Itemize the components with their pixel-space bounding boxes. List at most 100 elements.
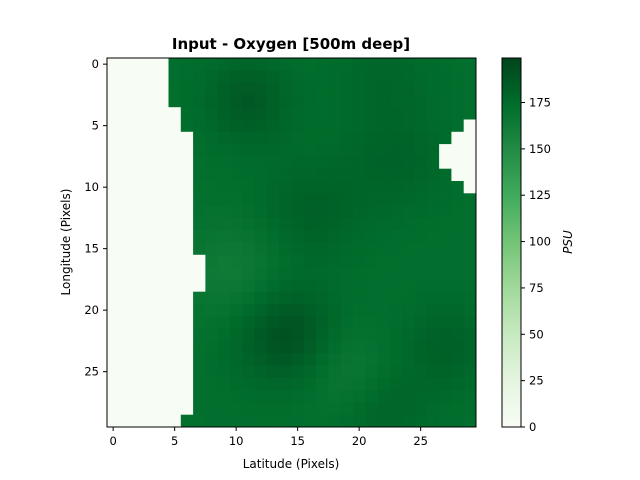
heatmap-cell <box>119 328 132 342</box>
heatmap-cell <box>328 254 342 268</box>
heatmap-cell <box>205 131 219 145</box>
heatmap-cell <box>205 58 219 71</box>
heatmap-cell <box>303 242 317 256</box>
heatmap-cell <box>451 119 465 133</box>
heatmap-cell <box>119 402 132 416</box>
heatmap-cell <box>353 279 366 293</box>
heatmap-cell <box>340 156 354 170</box>
heatmap-cell <box>156 144 169 157</box>
heatmap-cell <box>254 353 268 366</box>
heatmap-cell <box>426 217 440 231</box>
heatmap-cell <box>389 328 403 342</box>
heatmap-cell <box>328 377 342 391</box>
colorbar-tick-label: 75 <box>529 281 544 295</box>
heatmap-cell <box>365 156 378 170</box>
heatmap-cell <box>303 402 317 416</box>
heatmap-cell <box>414 402 428 416</box>
heatmap-cell <box>426 390 440 403</box>
heatmap-cell <box>119 94 132 108</box>
heatmap-cell <box>119 156 132 170</box>
heatmap-cell <box>402 402 415 416</box>
heatmap-cell <box>365 402 378 416</box>
heatmap-cell <box>279 414 292 428</box>
heatmap-cell <box>230 217 243 231</box>
heatmap-cell <box>217 377 231 391</box>
heatmap-cell <box>193 304 206 317</box>
heatmap-cell <box>193 353 206 366</box>
heatmap-cell <box>279 267 292 280</box>
heatmap-cell <box>205 365 219 379</box>
heatmap-cell <box>168 254 182 268</box>
heatmap-cell <box>266 230 280 243</box>
heatmap-cell <box>365 144 378 157</box>
colorbar-tick-label: 125 <box>529 188 551 202</box>
heatmap-cell <box>230 328 243 342</box>
heatmap-cell <box>377 316 391 329</box>
heatmap-cell <box>353 156 366 170</box>
heatmap-cell <box>205 119 219 133</box>
heatmap-cell <box>193 156 206 170</box>
heatmap-cell <box>291 58 305 71</box>
heatmap-cell <box>402 70 415 83</box>
heatmap-cell <box>266 402 280 416</box>
heatmap-cell <box>168 291 182 305</box>
heatmap-cell <box>365 414 378 428</box>
heatmap-cell <box>205 390 219 403</box>
heatmap-cell <box>143 144 157 157</box>
heatmap-cell <box>254 107 268 120</box>
heatmap-cell <box>353 390 366 403</box>
heatmap-cell <box>266 181 280 194</box>
heatmap-cell <box>439 70 452 83</box>
heatmap-cell <box>365 82 378 96</box>
heatmap-cell <box>291 279 305 293</box>
x-tick-label: 0 <box>109 434 116 448</box>
heatmap-cell <box>414 291 428 305</box>
heatmap-cell <box>291 267 305 280</box>
heatmap-cell <box>303 230 317 243</box>
heatmap-cell <box>254 217 268 231</box>
heatmap-cell <box>426 267 440 280</box>
heatmap-cell <box>180 328 194 342</box>
x-tick-label: 15 <box>290 434 305 448</box>
heatmap-cell <box>426 353 440 366</box>
heatmap-cell <box>143 58 157 71</box>
heatmap-cell <box>439 205 452 219</box>
heatmap-cell <box>451 217 465 231</box>
heatmap-cell <box>353 181 366 194</box>
heatmap-cell <box>131 205 145 219</box>
heatmap-cell <box>426 119 440 133</box>
heatmap-cell <box>230 242 243 256</box>
heatmap-cell <box>242 304 255 317</box>
heatmap-cell <box>377 119 391 133</box>
heatmap-cell <box>242 328 255 342</box>
heatmap-cell <box>131 402 145 416</box>
heatmap-cell <box>402 377 415 391</box>
heatmap-cell <box>402 82 415 96</box>
heatmap-cell <box>291 217 305 231</box>
heatmap-cell <box>365 168 378 182</box>
heatmap-cell <box>168 144 182 157</box>
heatmap-cell <box>156 107 169 120</box>
heatmap-cell <box>254 316 268 329</box>
heatmap-cell <box>377 181 391 194</box>
heatmap-cell <box>303 316 317 329</box>
heatmap-cell <box>279 82 292 96</box>
heatmap-cell <box>131 291 145 305</box>
heatmap-cell <box>180 353 194 366</box>
heatmap-cell <box>266 316 280 329</box>
heatmap-cell <box>291 402 305 416</box>
heatmap-cell <box>205 94 219 108</box>
heatmap-cell <box>303 390 317 403</box>
heatmap-cell <box>365 119 378 133</box>
heatmap-cell <box>180 107 194 120</box>
heatmap-cell <box>451 181 465 194</box>
heatmap-cell <box>107 304 120 317</box>
heatmap-cell <box>107 156 120 170</box>
heatmap-cell <box>414 144 428 157</box>
heatmap-cell <box>353 144 366 157</box>
heatmap-cell <box>316 304 329 317</box>
heatmap-cell <box>353 94 366 108</box>
heatmap-cell <box>451 267 465 280</box>
heatmap-cell <box>242 414 255 428</box>
heatmap-cell <box>414 414 428 428</box>
